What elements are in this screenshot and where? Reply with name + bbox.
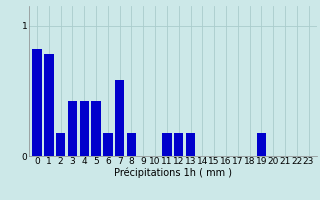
Bar (115, 80, 124, 156)
Bar (174, 133, 183, 156)
Bar (80, 101, 89, 156)
Bar (32, 49, 42, 156)
Bar (44, 54, 53, 156)
Bar (186, 133, 195, 156)
Bar (257, 133, 266, 156)
Bar (91, 101, 101, 156)
Bar (56, 133, 65, 156)
Bar (127, 133, 136, 156)
Bar (68, 101, 77, 156)
Bar (103, 133, 113, 156)
X-axis label: Précipitations 1h ( mm ): Précipitations 1h ( mm ) (114, 168, 232, 178)
Bar (162, 133, 172, 156)
